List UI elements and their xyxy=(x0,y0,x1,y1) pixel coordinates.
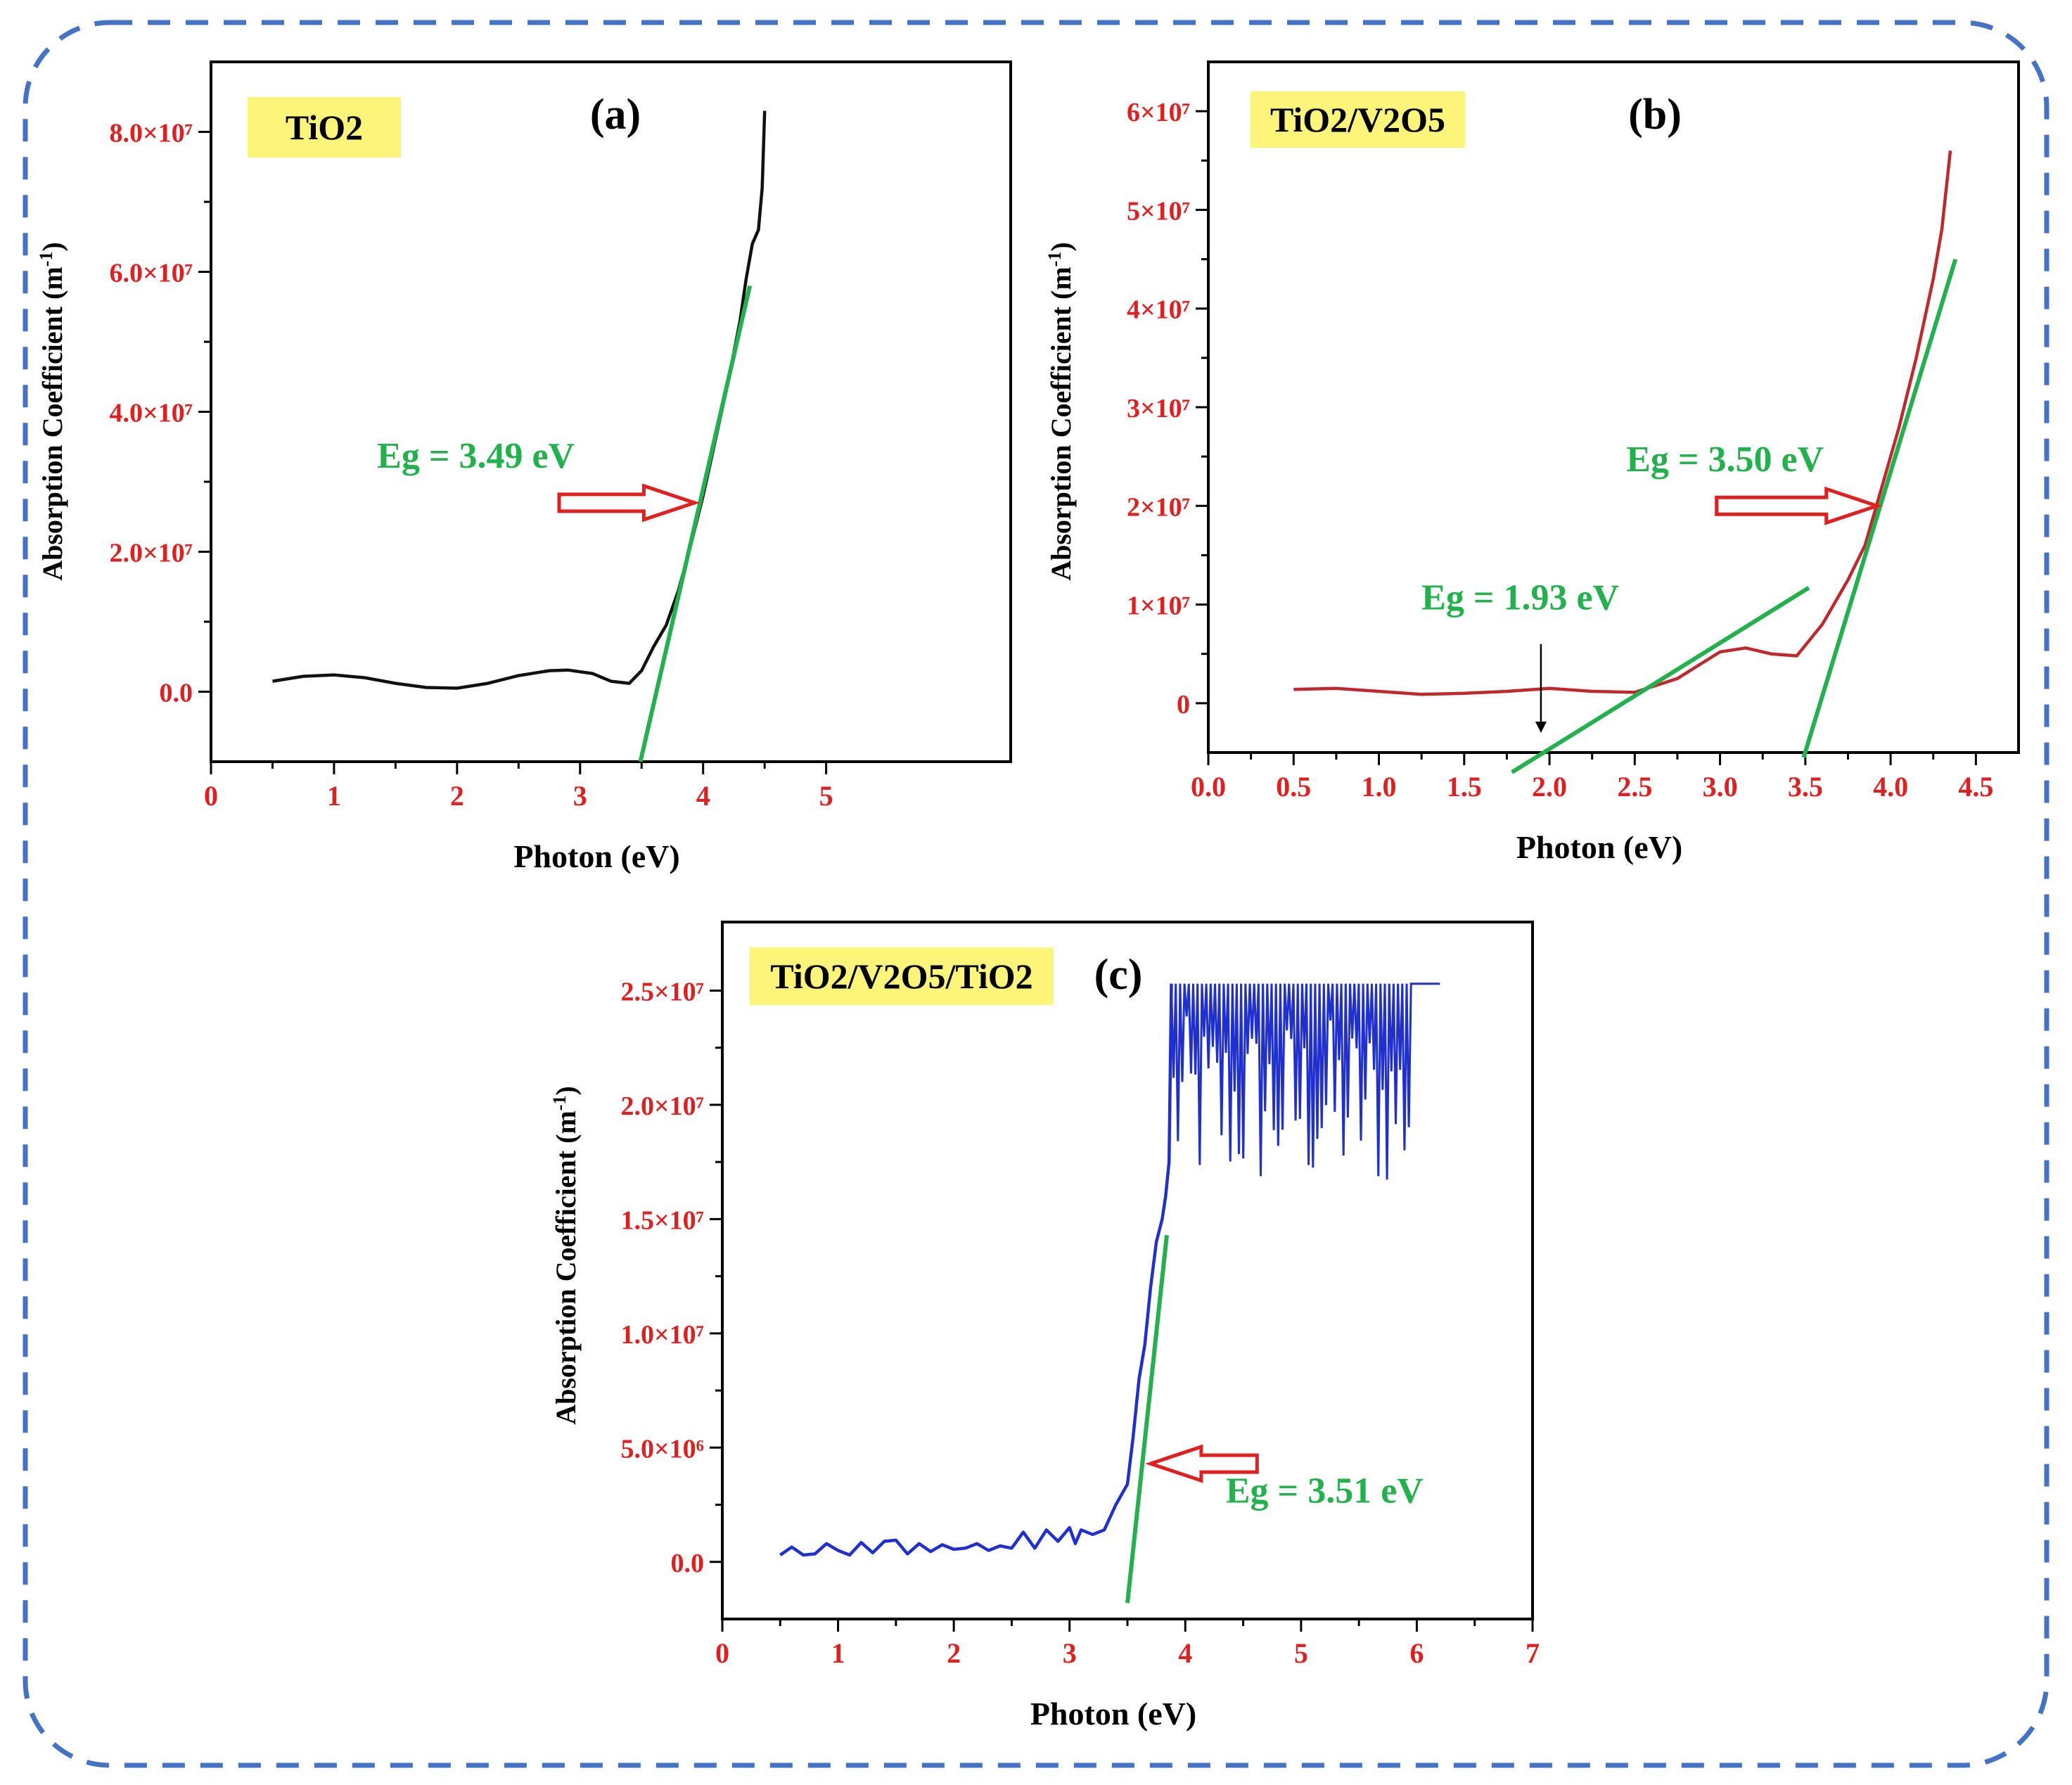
data-series-plateau xyxy=(1170,983,1440,1180)
chart-panel-b: 0.0 0.5 1.0 1.5 2.0 2.5 3.0 3.5 4.0 4.5 0 1×10⁷ 2×10… xyxy=(1044,60,2020,865)
panel-label: (b) xyxy=(1628,91,1682,139)
y-tick-label: 8.0×10⁷ xyxy=(109,119,193,148)
x-tick-label: 5 xyxy=(819,780,833,812)
y-tick-label: 4.0×10⁷ xyxy=(109,399,193,428)
x-axis-label: Photon (eV) xyxy=(1516,829,1682,865)
x-tick-label: 0 xyxy=(204,780,218,812)
y-tick-label: 2×10⁷ xyxy=(1127,492,1190,522)
x-tick-label: 6 xyxy=(1409,1637,1424,1669)
x-tick-label: 5 xyxy=(1294,1637,1308,1669)
tangent-line xyxy=(1801,258,1958,758)
x-tick-label: 2 xyxy=(947,1637,961,1669)
x-tick-label: 3 xyxy=(1063,1637,1077,1669)
x-tick-label: 1 xyxy=(831,1637,845,1669)
y-tick-label: 1.0×10⁷ xyxy=(620,1320,704,1350)
chart-panel-a: 0 1 2 3 4 5 0.0 2.0×10⁷ 4.0×10⁷ 6.0×10⁷ 8.0×10⁷ Pho… xyxy=(36,60,1012,874)
dashed-border xyxy=(23,20,2049,1768)
x-tick-label: 1.5 xyxy=(1447,771,1482,802)
x-tick-label: 2.5 xyxy=(1617,771,1652,802)
bandgap-annotation: Eg = 3.49 eV xyxy=(377,436,575,476)
tangent-line xyxy=(1511,586,1810,774)
y-tick-label: 0 xyxy=(1177,690,1190,719)
x-axis-label: Photon (eV) xyxy=(513,838,679,874)
y-tick-label: 2.0×10⁷ xyxy=(109,539,193,568)
y-tick-label: 6×10⁷ xyxy=(1127,98,1190,127)
y-axis-label: Absorption Coefficient (m-1) xyxy=(1044,242,1077,581)
panel-label: (a) xyxy=(590,91,641,139)
tangent-line xyxy=(1125,1234,1169,1604)
x-tick-label: 4 xyxy=(696,780,710,812)
x-tick-label: 0.5 xyxy=(1276,771,1311,802)
y-tick-label: 2.5×10⁷ xyxy=(620,977,704,1006)
y-tick-label: 3×10⁷ xyxy=(1127,394,1190,423)
x-tick-label: 7 xyxy=(1526,1637,1540,1669)
x-tick-label: 4.5 xyxy=(1958,771,1993,802)
y-tick-label: 5.0×10⁶ xyxy=(620,1434,704,1464)
data-series-line xyxy=(1293,151,1952,696)
y-tick-label: 4×10⁷ xyxy=(1127,295,1190,325)
red-arrow-icon xyxy=(1715,486,1883,525)
y-axis-label: Absorption Coefficient (m-1) xyxy=(549,1086,582,1425)
y-axis-label: Absorption Coefficient (m-1) xyxy=(36,242,69,581)
sample-label-badge xyxy=(248,97,401,158)
x-tick-label: 1.0 xyxy=(1362,771,1397,802)
chart-panel-c: 0 1 2 3 4 5 6 7 0.0 5.0×10⁶ 1.0×10⁷ 1.5×10⁷ 2.0×10⁷ 2… xyxy=(549,921,1540,1732)
sample-label-badge xyxy=(1251,91,1465,148)
y-tick-label: 1.5×10⁷ xyxy=(620,1205,704,1235)
y-tick-label: 5×10⁷ xyxy=(1127,196,1190,226)
data-series-line xyxy=(272,110,767,690)
bandgap-annotation: Eg = 3.51 eV xyxy=(1226,1471,1424,1511)
y-tick-label: 2.0×10⁷ xyxy=(620,1092,704,1121)
x-tick-label: 2.0 xyxy=(1532,771,1567,802)
sample-label-badge xyxy=(750,947,1054,1005)
y-tick-label: 6.0×10⁷ xyxy=(109,259,193,288)
sample-label: TiO2/V2O5/TiO2 xyxy=(770,957,1032,996)
sample-label: TiO2 xyxy=(286,108,363,147)
bandgap-annotation: Eg = 1.93 eV xyxy=(1421,578,1619,618)
x-tick-label: 3.5 xyxy=(1788,771,1823,802)
red-arrow-icon xyxy=(1144,1444,1259,1483)
sample-label: TiO2/V2O5 xyxy=(1270,100,1445,139)
x-tick-label: 4.0 xyxy=(1873,771,1908,802)
x-axis-label: Photon (eV) xyxy=(1030,1696,1196,1732)
x-tick-label: 0.0 xyxy=(1191,771,1226,802)
x-tick-label: 3 xyxy=(573,780,587,812)
plot-area-frame xyxy=(1207,60,2020,754)
bandgap-annotation: Eg = 3.50 eV xyxy=(1626,440,1824,480)
plot-area-frame xyxy=(210,60,1012,763)
y-tick-label: 1×10⁷ xyxy=(1127,591,1190,621)
panel-label: (c) xyxy=(1094,951,1143,999)
x-tick-label: 0 xyxy=(715,1637,729,1669)
tangent-line xyxy=(638,285,753,762)
x-tick-label: 1 xyxy=(327,780,341,812)
x-tick-label: 2 xyxy=(450,780,464,812)
x-tick-label: 3.0 xyxy=(1703,771,1738,802)
x-tick-label: 4 xyxy=(1178,1637,1192,1669)
data-series-line xyxy=(779,983,1173,1557)
y-tick-label: 0.0 xyxy=(671,1549,705,1578)
down-arrow-icon xyxy=(1535,721,1547,733)
red-arrow-icon xyxy=(557,483,701,523)
y-tick-label: 0.0 xyxy=(160,679,193,708)
